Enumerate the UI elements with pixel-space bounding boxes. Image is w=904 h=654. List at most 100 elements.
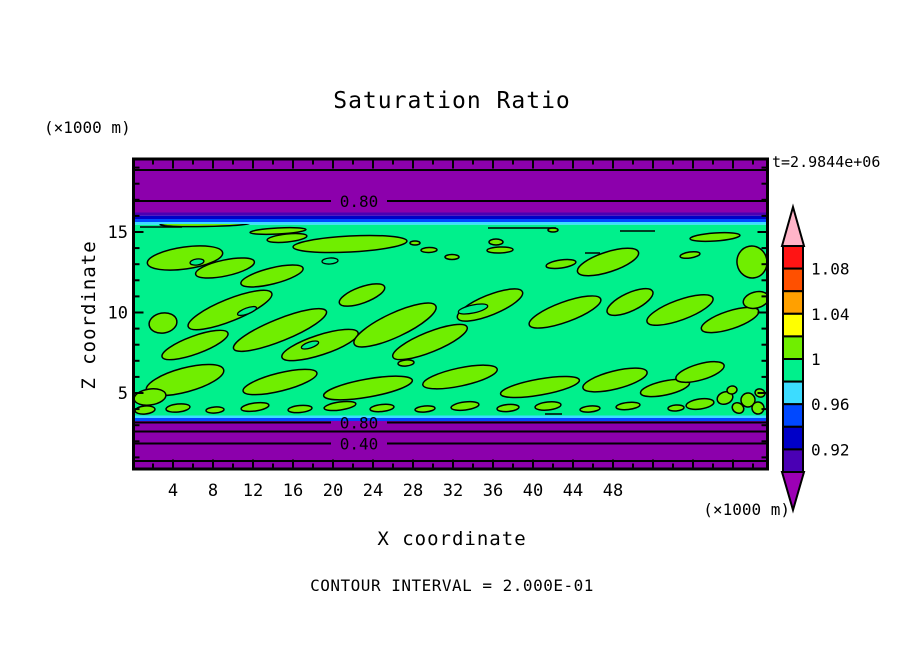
colorbar-segment [782, 403, 804, 428]
saturated-blob [420, 246, 438, 254]
x-tick-label: 20 [323, 481, 343, 501]
saturated-blob [409, 240, 421, 246]
saturation-band [134, 222, 767, 225]
colorbar-label: 1 [811, 350, 821, 369]
saturated-blob [486, 246, 514, 254]
colorbar-segment [782, 267, 804, 293]
saturated-blob [615, 401, 641, 411]
x-tick-label: 40 [523, 481, 543, 501]
x-tick-label: 28 [403, 481, 423, 501]
plot-border [132, 157, 769, 471]
saturation-band [134, 215, 767, 219]
saturated-blob [159, 224, 251, 228]
x-tick-label: 36 [483, 481, 503, 501]
colorbar-segment [782, 245, 804, 270]
saturation-band [134, 418, 767, 421]
colorbar-segment [782, 448, 804, 473]
saturated-blob [323, 400, 357, 412]
saturated-blob [353, 302, 437, 348]
colorbar-label: 0.96 [811, 395, 850, 414]
x-axis-units-label: (×1000 m) [703, 500, 790, 519]
saturated-blob [232, 307, 328, 353]
x-axis-title: X coordinate [377, 528, 527, 550]
saturated-blob [194, 257, 256, 279]
x-tick-label: 4 [168, 481, 178, 501]
blob-hole [236, 305, 258, 317]
saturated-blob [444, 253, 460, 261]
saturated-blob [606, 287, 654, 317]
saturated-blob [731, 401, 745, 415]
saturated-blob [205, 406, 225, 414]
saturated-blob [528, 295, 602, 329]
saturated-blob [700, 306, 760, 334]
saturated-blob [266, 232, 308, 244]
x-tick-label: 44 [563, 481, 583, 501]
saturated-blob [582, 367, 648, 393]
saturated-blob [488, 238, 504, 246]
saturated-blob [576, 247, 640, 277]
saturation-band [134, 415, 767, 418]
colorbar-segment [782, 290, 804, 315]
y-tick-label: 10 [108, 304, 128, 324]
saturated-blob [281, 328, 359, 362]
blob-hole [300, 340, 320, 350]
saturated-blob [679, 250, 701, 260]
colorbar-label: 0.92 [811, 440, 850, 459]
page-title: Saturation Ratio [333, 88, 571, 114]
x-tick-label: 16 [283, 481, 303, 501]
contour-label: 0.40 [340, 435, 379, 454]
contour-label: 0.80 [340, 414, 379, 433]
contour-label: 0.80 [340, 192, 379, 211]
saturated-blob [249, 226, 307, 236]
saturated-blob [579, 405, 601, 413]
saturated-blob [391, 323, 469, 361]
x-tick-label: 24 [363, 481, 383, 501]
y-tick-label: 15 [108, 223, 128, 243]
saturated-blob [240, 401, 270, 413]
saturated-blob [646, 294, 714, 326]
colorbar-segment [782, 358, 804, 383]
x-tick-label: 8 [208, 481, 218, 501]
saturated-blob [397, 359, 415, 367]
saturation-band [134, 219, 767, 222]
time-stamp-label: t=2.9844e+06 [772, 153, 881, 171]
colorbar-segment [782, 312, 804, 338]
y-tick-label: 5 [118, 384, 128, 404]
saturated-blob [685, 397, 715, 411]
blob-hole [189, 258, 205, 266]
saturated-blob [369, 403, 395, 413]
saturated-blob [146, 245, 224, 271]
y-axis-units-label: (×1000 m) [44, 118, 131, 137]
saturated-blob [242, 368, 318, 396]
saturated-blob [322, 375, 414, 401]
saturated-blob [161, 329, 229, 361]
saturated-blob [414, 405, 436, 413]
saturation-band [134, 212, 767, 216]
saturated-blob [165, 403, 191, 413]
saturated-blob [667, 404, 685, 412]
colorbar-segment [782, 335, 804, 360]
colorbar-label: 1.04 [811, 305, 850, 324]
saturated-blob [675, 360, 725, 384]
saturated-blob [716, 390, 734, 406]
saturated-blob [135, 405, 156, 415]
saturated-blob [545, 258, 577, 270]
saturated-blob [736, 245, 766, 279]
saturated-regions [135, 224, 766, 415]
saturated-blob [450, 400, 480, 412]
colorbar-over-arrow [780, 203, 806, 247]
saturated-blob [726, 385, 738, 395]
saturated-blob [338, 283, 386, 307]
x-tick-label: 12 [243, 481, 263, 501]
saturated-blob [534, 401, 562, 411]
saturated-blob [187, 289, 273, 331]
saturated-blob [240, 264, 304, 288]
colorbar-segment [782, 425, 804, 451]
x-tick-label: 48 [603, 481, 623, 501]
colorbar-label: 1.08 [811, 260, 850, 279]
saturated-blob [422, 364, 498, 390]
saturated-blob [499, 375, 581, 399]
x-tick-label: 32 [443, 481, 463, 501]
saturated-blob [292, 234, 408, 254]
saturated-blob [689, 231, 741, 243]
